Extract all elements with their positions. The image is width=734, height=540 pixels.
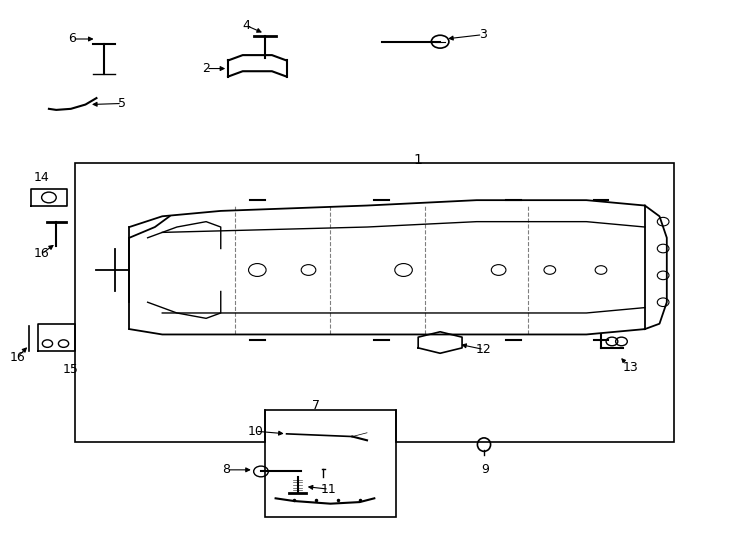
Text: 8: 8 xyxy=(222,463,230,476)
Text: 15: 15 xyxy=(63,363,79,376)
Text: 4: 4 xyxy=(242,19,250,32)
Text: 6: 6 xyxy=(68,32,76,45)
Text: 13: 13 xyxy=(622,361,638,374)
Text: 3: 3 xyxy=(479,28,487,41)
Text: 10: 10 xyxy=(247,424,263,437)
Text: 12: 12 xyxy=(476,343,492,356)
Text: 2: 2 xyxy=(202,62,210,75)
Text: 7: 7 xyxy=(312,400,320,413)
Text: 11: 11 xyxy=(321,483,337,496)
Bar xyxy=(75,163,674,442)
Text: 9: 9 xyxy=(482,463,490,476)
Bar xyxy=(265,410,396,517)
Text: 16: 16 xyxy=(34,247,49,260)
Text: 16: 16 xyxy=(10,350,26,363)
Text: 14: 14 xyxy=(34,171,49,184)
Text: 5: 5 xyxy=(118,97,126,110)
Text: 1: 1 xyxy=(414,153,423,167)
